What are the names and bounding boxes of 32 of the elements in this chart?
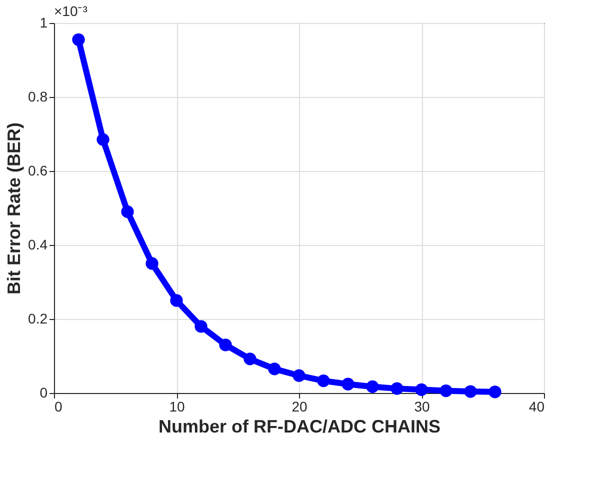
point bbox=[366, 380, 379, 394]
y-tick-label: 0.2 bbox=[28, 310, 48, 326]
y-tick-label: 1 bbox=[40, 14, 48, 30]
point bbox=[488, 386, 502, 398]
point bbox=[96, 133, 110, 146]
point bbox=[72, 33, 85, 46]
y-tick-label: 0.8 bbox=[28, 88, 48, 104]
y-tick-label: 0.6 bbox=[28, 162, 48, 178]
point bbox=[244, 352, 256, 366]
point bbox=[317, 374, 330, 388]
point bbox=[390, 382, 404, 395]
point bbox=[219, 338, 232, 352]
point bbox=[342, 378, 354, 390]
x-tick-label: 40 bbox=[528, 398, 545, 414]
point bbox=[415, 383, 428, 396]
x-axis-title: Number of RF-DAC/ADC CHAINS bbox=[158, 416, 440, 436]
point bbox=[292, 369, 306, 382]
x-tick-label: 20 bbox=[292, 398, 308, 414]
x-tick-label: 10 bbox=[169, 398, 185, 414]
point bbox=[194, 320, 208, 333]
y-tick-label: 0 bbox=[40, 384, 48, 400]
y-tick-label: 0.4 bbox=[28, 236, 48, 252]
point bbox=[440, 384, 452, 398]
point bbox=[268, 362, 281, 376]
x-tick-label: 0 bbox=[54, 398, 62, 414]
point bbox=[170, 294, 183, 307]
point bbox=[146, 257, 158, 270]
text: ×10⁻³ bbox=[54, 3, 88, 19]
y-axis-title: Bit Error Rate (BER) bbox=[4, 122, 24, 295]
point bbox=[464, 385, 477, 398]
x-tick-label: 30 bbox=[414, 398, 430, 414]
point bbox=[121, 205, 134, 218]
